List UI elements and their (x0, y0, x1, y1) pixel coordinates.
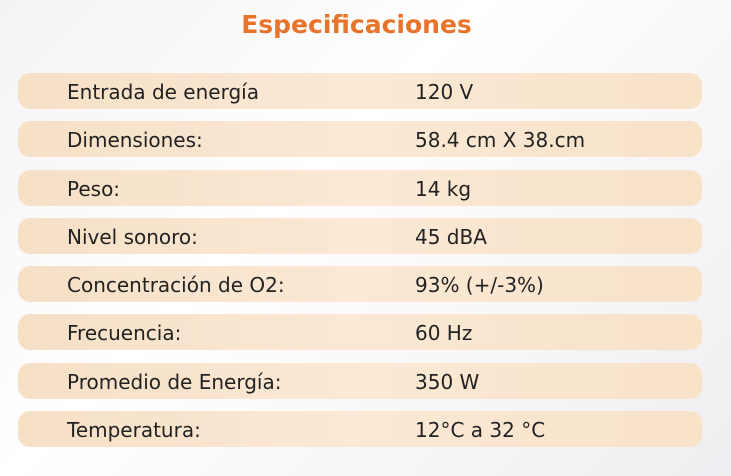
spec-row: Frecuencia: 60 Hz (18, 314, 702, 351)
spec-row: Promedio de Energía: 350 W (18, 362, 702, 399)
spec-label: Frecuencia: (67, 321, 182, 346)
title: Especificaciones (241, 10, 472, 39)
spec-label: Concentración de O2: (67, 273, 285, 298)
spec-value: 93% (+/-3%) (415, 273, 544, 298)
spec-label: Peso: (67, 176, 121, 201)
spec-value: 45 dBA (415, 224, 487, 249)
spec-row: Dimensiones: 58.4 cm X 38.cm (18, 121, 702, 158)
spec-row: Temperatura: 12°C a 32 °C (18, 411, 702, 448)
spec-label: Temperatura: (67, 418, 201, 443)
spec-row: Nivel sonoro: 45 dBA (18, 217, 702, 254)
spec-value: 14 kg (415, 176, 472, 201)
spec-value: 60 Hz (415, 321, 473, 346)
spec-value: 120 V (415, 80, 474, 104)
spec-table: Entrada de energía 120 V Dimensiones: 58.4 … (18, 73, 702, 459)
spec-value: 350 W (415, 369, 480, 394)
spec-label: Dimensiones: (67, 128, 203, 153)
spec-label: Promedio de Energía: (67, 369, 282, 394)
spec-value: 58.4 cm X 38.cm (415, 128, 586, 153)
spec-row: Entrada de energía 120 V (18, 73, 702, 109)
spec-row: Concentración de O2: 93% (+/-3%) (18, 266, 702, 303)
spec-value: 12°C a 32 °C (415, 418, 546, 443)
spec-row: Peso: 14 kg (18, 169, 702, 206)
spec-label: Entrada de energía (67, 80, 259, 104)
spec-label: Nivel sonoro: (67, 224, 198, 249)
